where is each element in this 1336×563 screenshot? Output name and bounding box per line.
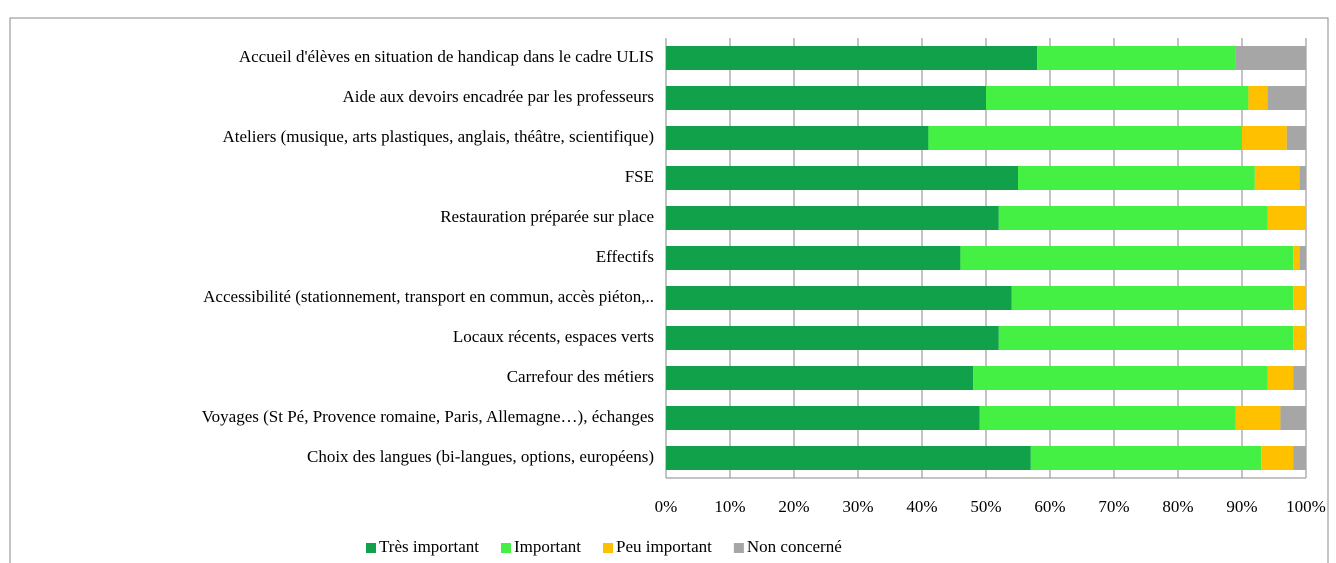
bar-segment: [1254, 166, 1300, 190]
legend-swatch: [366, 543, 376, 553]
bar-segment: [1293, 446, 1306, 470]
bar-segment: [1286, 126, 1306, 150]
y-tick-label: Restauration préparée sur place: [440, 207, 654, 226]
bar-segment: [1248, 86, 1268, 110]
x-tick-label: 70%: [1098, 497, 1129, 516]
bar-segment: [666, 366, 974, 390]
x-tick-label: 30%: [842, 497, 873, 516]
bar-segment: [1280, 406, 1306, 430]
bar-segment: [928, 126, 1242, 150]
bar-segment: [666, 246, 961, 270]
y-tick-label: Effectifs: [596, 247, 654, 266]
bar-segment: [666, 406, 980, 430]
y-tick-label: Carrefour des métiers: [507, 367, 654, 386]
y-tick-label: Choix des langues (bi-langues, options, …: [307, 447, 654, 466]
chart-frame: [9, 17, 1329, 563]
x-tick-label: 80%: [1162, 497, 1193, 516]
y-tick-label: Accueil d'élèves en situation de handica…: [239, 47, 654, 66]
bar-segment: [986, 86, 1249, 110]
bar-segment: [1293, 246, 1300, 270]
x-tick-label: 50%: [970, 497, 1001, 516]
x-tick-label: 100%: [1286, 497, 1326, 516]
bar-segment: [1293, 366, 1306, 390]
bar-segment: [666, 326, 999, 350]
bar-segment: [1235, 46, 1306, 70]
bar-segment: [1293, 286, 1306, 310]
x-tick-label: 0%: [655, 497, 678, 516]
bar-segment: [666, 166, 1018, 190]
legend-label: Non concerné: [747, 537, 842, 556]
bar-segment: [979, 406, 1236, 430]
x-tick-label: 20%: [778, 497, 809, 516]
x-tick-label: 10%: [714, 497, 745, 516]
x-tick-label: 40%: [906, 497, 937, 516]
y-tick-label: Voyages (St Pé, Provence romaine, Paris,…: [202, 407, 654, 426]
bar-segment: [1030, 446, 1262, 470]
bar-segment: [666, 446, 1031, 470]
bar-segment: [1293, 326, 1306, 350]
bar-segment: [1299, 166, 1306, 190]
bar-segment: [1267, 86, 1306, 110]
bar-segment: [666, 46, 1038, 70]
bar-segment: [666, 286, 1012, 310]
y-tick-label: Ateliers (musique, arts plastiques, angl…: [223, 127, 654, 146]
legend-swatch: [733, 543, 744, 553]
y-tick-label: Aide aux devoirs encadrée par les profes…: [342, 87, 654, 106]
bar-segment: [1242, 126, 1287, 150]
bar-segment: [998, 326, 1294, 350]
bar-segment: [1037, 46, 1236, 70]
y-tick-label: FSE: [625, 167, 654, 186]
bar-segment: [666, 86, 986, 110]
bar-segment: [1261, 446, 1294, 470]
x-tick-label: 90%: [1226, 497, 1257, 516]
bar-segment: [998, 206, 1268, 230]
y-tick-label: Locaux récents, espaces verts: [453, 327, 654, 346]
legend-swatch: [500, 543, 511, 553]
bar-segment: [666, 206, 999, 230]
y-tick-label: Accessibilité (stationnement, transport …: [203, 287, 654, 306]
bar-segment: [1299, 246, 1306, 270]
bar-segment: [1267, 366, 1294, 390]
bar-segment: [1018, 166, 1255, 190]
bar-segment: [666, 126, 929, 150]
legend-label: Peu important: [616, 537, 712, 556]
bar-segment: [960, 246, 1294, 270]
bar-segment: [1235, 406, 1281, 430]
x-tick-label: 60%: [1034, 497, 1065, 516]
legend-label: Très important: [379, 537, 479, 556]
bar-segment: [1267, 206, 1306, 230]
legend-swatch: [603, 543, 614, 553]
legend-label: Important: [514, 537, 581, 556]
bar-segment: [1011, 286, 1294, 310]
bar-segment: [973, 366, 1268, 390]
